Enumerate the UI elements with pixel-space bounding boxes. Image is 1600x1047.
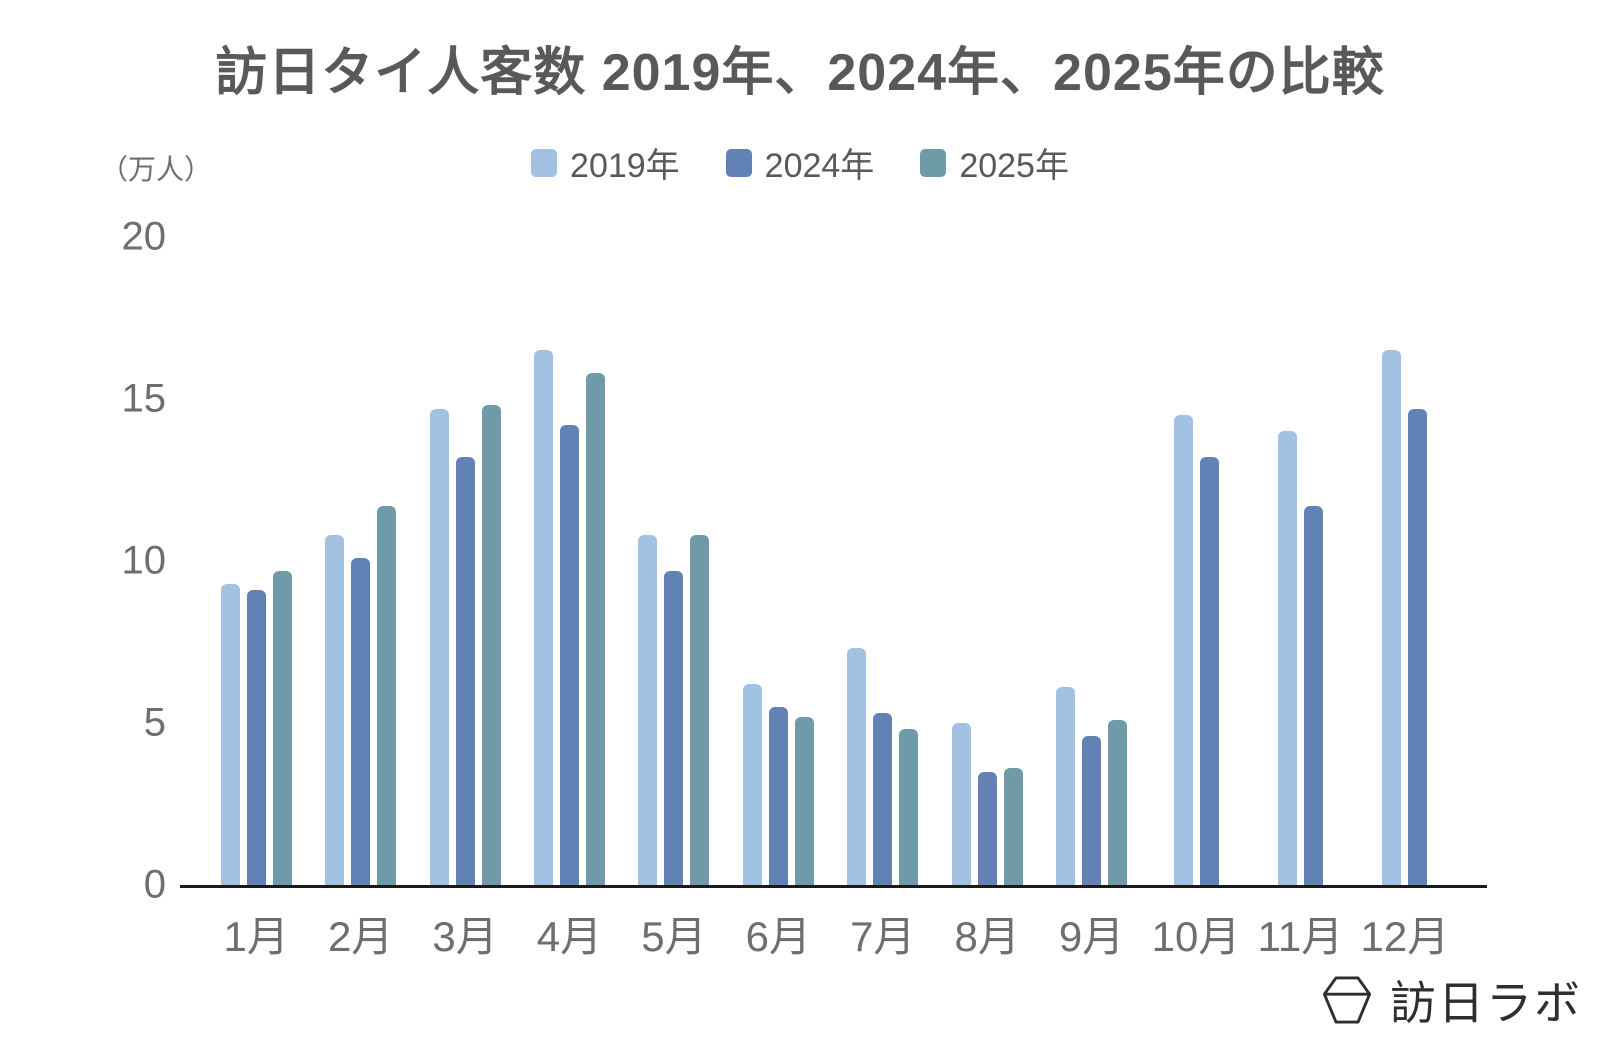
bar-2025年-6月 (794, 716, 814, 885)
bar-2025年-7月 (899, 729, 919, 885)
bar-2025年-2月 (377, 505, 397, 885)
x-tick-label: 9月 (1058, 913, 1125, 960)
x-tick-label: 10月 (1151, 913, 1241, 960)
bar-2019年-3月 (429, 408, 449, 885)
bar-2019年-6月 (742, 684, 762, 885)
y-axis-unit-label: （万人） (100, 154, 213, 185)
bar-group-3月 (413, 237, 517, 885)
legend-swatch-icon (531, 148, 558, 177)
legend-label: 2025年 (959, 147, 1069, 185)
bar-2024年-10月 (1199, 457, 1219, 885)
bar-2024年-2月 (351, 557, 371, 885)
bar-2019年-4月 (533, 350, 553, 885)
bar-2019年-5月 (638, 535, 658, 885)
bar-2025年-4月 (585, 373, 605, 885)
bars-row (204, 237, 1457, 885)
bar-2024年-1月 (246, 590, 266, 885)
bar-group-8月 (935, 237, 1039, 885)
hexagon-box-icon (1322, 976, 1372, 1024)
x-axis-labels: 1月 2月 3月 4月 5月 6月 7月 8月 9月 10月 11月 12月 (204, 903, 1457, 964)
bar-2025年-1月 (272, 570, 292, 885)
bar-2019年-7月 (847, 648, 867, 885)
bar-group-4月 (517, 237, 621, 885)
bar-group-2月 (308, 237, 412, 885)
x-tick-label: 12月 (1360, 913, 1450, 960)
bar-2024年-4月 (559, 424, 579, 885)
plot-area: 0 5 10 15 20 (122, 215, 1487, 907)
bar-group-5月 (622, 237, 726, 885)
bar-group-1月 (204, 237, 308, 885)
legend: 2019年 2024年 2025年 (0, 138, 1600, 187)
bar-2025年-5月 (690, 535, 710, 885)
bar-2025年-8月 (1003, 768, 1023, 885)
bar-2024年-12月 (1408, 408, 1428, 885)
x-tick-label: 6月 (745, 913, 811, 960)
brand-logo: 訪日ラボ (1318, 967, 1582, 1033)
legend-item-2024年: 2024年 (725, 138, 875, 187)
bar-2019年-8月 (951, 723, 971, 885)
y-tick-label: 20 (121, 214, 167, 259)
y-tick-label: 10 (121, 538, 167, 583)
bar-2019年-11月 (1277, 431, 1297, 885)
bar-2024年-8月 (977, 771, 997, 885)
legend-swatch-icon (920, 148, 947, 177)
bar-2024年-6月 (768, 706, 788, 885)
bar-2025年-9月 (1108, 719, 1128, 885)
bar-2019年-2月 (325, 535, 345, 885)
bar-group-12月 (1353, 237, 1457, 885)
bar-group-11月 (1248, 237, 1352, 885)
y-axis-ticks: 0 5 10 15 20 (122, 215, 1487, 907)
y-tick-label: 0 (143, 862, 166, 907)
legend-swatch-icon (725, 148, 752, 177)
bar-group-6月 (726, 237, 830, 885)
chart-title: 訪日タイ人客数 2019年、2024年、2025年の比較 (215, 44, 1385, 102)
bar-2024年-5月 (664, 570, 684, 885)
x-tick-label: 11月 (1257, 913, 1344, 960)
bar-group-7月 (831, 237, 935, 885)
bar-2019年-12月 (1382, 350, 1402, 885)
bar-2025年-3月 (481, 405, 501, 885)
x-tick-label: 3月 (432, 913, 498, 960)
bar-2024年-7月 (873, 713, 893, 885)
y-tick-label: 5 (143, 700, 166, 745)
bar-2019年-1月 (220, 583, 240, 885)
x-tick-label: 7月 (850, 913, 916, 960)
x-tick-label: 4月 (536, 913, 603, 960)
legend-item-2019年: 2019年 (531, 138, 680, 187)
legend-label: 2024年 (764, 147, 875, 185)
bar-2019年-9月 (1056, 687, 1076, 885)
brand-logo-text: 訪日ラボ (1390, 977, 1582, 1029)
bar-group-9月 (1039, 237, 1143, 885)
bar-2024年-9月 (1082, 735, 1102, 885)
x-tick-label: 1月 (223, 913, 289, 960)
bar-2024年-11月 (1303, 505, 1323, 885)
bar-group-10月 (1144, 237, 1248, 885)
x-tick-label: 2月 (327, 913, 394, 960)
x-tick-label: 8月 (954, 913, 1020, 960)
y-tick-label: 15 (121, 376, 167, 421)
legend-label: 2019年 (570, 147, 680, 185)
legend-item-2025年: 2025年 (920, 138, 1069, 187)
bar-2024年-3月 (455, 457, 475, 885)
x-tick-label: 5月 (641, 913, 707, 960)
bar-2019年-10月 (1173, 415, 1193, 885)
